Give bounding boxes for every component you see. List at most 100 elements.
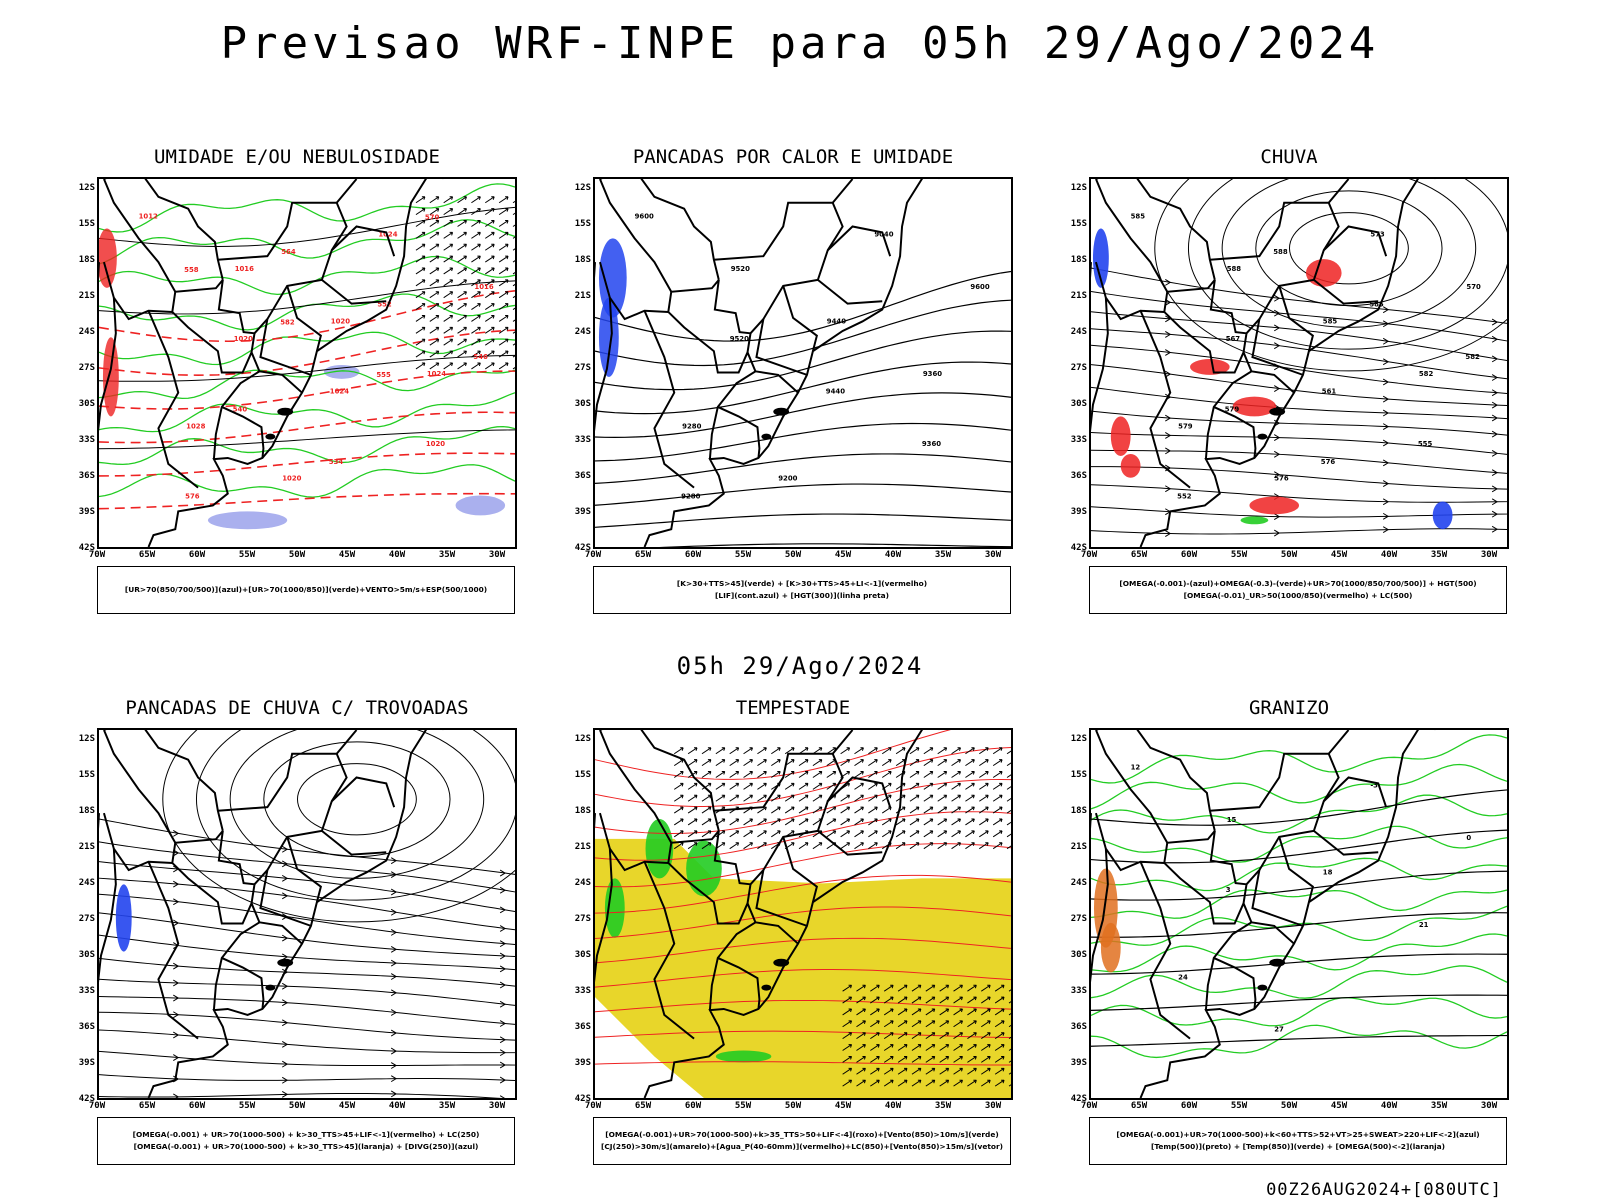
wind-vector <box>967 1044 977 1051</box>
wind-vector-head <box>435 350 440 355</box>
wind-vector-head <box>463 291 467 295</box>
contour-line <box>1091 933 1507 973</box>
wind-vector <box>701 818 712 826</box>
wind-vector-head <box>987 1055 991 1060</box>
legend-line: [CJ(250)>30m/s](amarelo)+[Agua_P(40-60mm… <box>601 1142 1003 1151</box>
wind-vector <box>979 747 989 755</box>
lon-tick-label: 30W <box>488 550 506 560</box>
wind-vector <box>485 208 495 216</box>
streamline <box>1154 179 1507 372</box>
wind-vector <box>854 794 864 802</box>
wind-vector <box>840 830 850 838</box>
shaded-area <box>1432 501 1453 530</box>
wind-vector <box>498 303 509 310</box>
wind-vector-head <box>959 1044 963 1048</box>
lagoon <box>265 984 276 991</box>
wind-vector <box>415 291 426 299</box>
contour-label: 576 <box>1274 475 1289 483</box>
wind-vector <box>925 996 936 1004</box>
wind-vector-head <box>904 1067 908 1072</box>
wind-vector <box>457 315 467 322</box>
wind-vector <box>925 1020 936 1028</box>
contour-line <box>1091 857 1507 892</box>
wind-vector-head <box>505 255 509 260</box>
wind-vector <box>870 1067 880 1075</box>
wind-vector <box>415 362 426 370</box>
lat-tick-label: 33S <box>574 986 591 996</box>
wind-vector <box>951 806 961 814</box>
wind-vector <box>443 267 453 275</box>
contour-line <box>99 289 515 343</box>
wind-vector-head <box>915 782 920 787</box>
wind-vector <box>457 303 467 310</box>
wind-vector-head <box>985 771 989 775</box>
wind-vector-head <box>943 782 948 787</box>
wind-vector <box>937 794 947 802</box>
wind-vector <box>842 1020 852 1028</box>
lat-tick-label: 24S <box>574 878 591 888</box>
flow-arrow <box>1382 320 1390 328</box>
wind-vector-head <box>890 1067 894 1072</box>
wind-vector-head <box>1001 1044 1005 1048</box>
wind-vector-head <box>491 220 495 224</box>
wind-vector <box>965 783 975 790</box>
contour-label: 567 <box>1226 335 1241 343</box>
wind-vector-head <box>915 806 920 811</box>
wind-vector <box>457 362 467 370</box>
wind-vector-head <box>874 830 878 835</box>
wind-vector-head <box>463 231 467 236</box>
wind-vector <box>485 267 495 275</box>
wind-vector-head <box>777 806 781 811</box>
wind-vector <box>854 759 864 767</box>
wind-vector <box>981 996 991 1004</box>
wind-vector <box>701 771 712 778</box>
wind-vector-head <box>477 362 481 367</box>
flow-arrow <box>1491 335 1499 343</box>
contour-line <box>595 453 1011 484</box>
wind-vector-head <box>999 759 1003 763</box>
wind-vector <box>1008 1072 1011 1075</box>
wind-vector <box>992 806 1003 814</box>
wind-vector <box>992 783 1003 790</box>
wind-vector-head <box>874 806 878 811</box>
wind-vector-head <box>929 842 934 846</box>
wind-vector <box>840 794 850 802</box>
contour-line <box>99 411 515 444</box>
wind-vector-head <box>971 806 975 811</box>
wind-vector-head <box>449 220 454 224</box>
wind-vector-head <box>862 1008 866 1013</box>
wind-vector-head <box>477 315 481 319</box>
wind-vector-head <box>876 996 880 1001</box>
wind-vector-head <box>463 267 467 272</box>
wind-vector-head <box>931 1044 936 1048</box>
wind-vector <box>911 1079 922 1087</box>
flow-arrow <box>1491 469 1499 477</box>
wind-vector-head <box>735 771 740 775</box>
lat-tick-label: 24S <box>78 327 95 337</box>
wind-vector <box>512 343 515 346</box>
wind-vector-head <box>735 759 740 763</box>
wind-vector <box>673 794 684 802</box>
border-line <box>259 869 312 927</box>
wind-vector <box>925 1044 936 1051</box>
wind-vector <box>868 806 878 814</box>
contour-line <box>1091 953 1507 975</box>
east-coastline <box>147 179 444 547</box>
wind-vector-head <box>971 794 975 799</box>
main-title: Previsao WRF-INPE para 05h 29/Ago/2024 <box>220 18 1380 69</box>
border-line <box>595 297 613 432</box>
flow-arrow <box>1382 459 1390 467</box>
flow-arrow <box>390 959 398 967</box>
wind-vector <box>701 759 712 767</box>
border-line <box>1327 179 1350 204</box>
lon-tick-label: 70W <box>1080 1101 1098 1111</box>
wind-vector <box>701 842 712 850</box>
wind-vector <box>994 1008 1005 1016</box>
wind-vector <box>729 747 739 755</box>
blue-rain-areas <box>1092 228 1453 530</box>
wind-vector <box>673 759 684 767</box>
wind-vector-head <box>876 1055 880 1060</box>
wind-vector-head <box>931 1055 936 1060</box>
contour-line <box>99 329 515 376</box>
wind-vector-head <box>832 806 837 811</box>
